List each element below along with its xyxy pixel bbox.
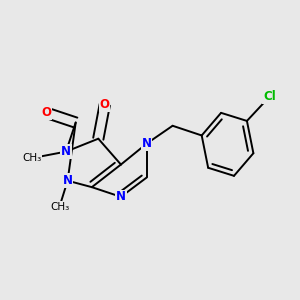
Text: O: O	[100, 98, 110, 111]
Text: N: N	[63, 174, 73, 187]
Text: Cl: Cl	[263, 90, 276, 103]
Text: N: N	[61, 145, 71, 158]
Text: CH₃: CH₃	[50, 202, 69, 212]
Text: N: N	[116, 190, 126, 203]
Text: N: N	[142, 137, 152, 150]
Text: O: O	[42, 106, 52, 119]
Text: CH₃: CH₃	[22, 153, 42, 163]
